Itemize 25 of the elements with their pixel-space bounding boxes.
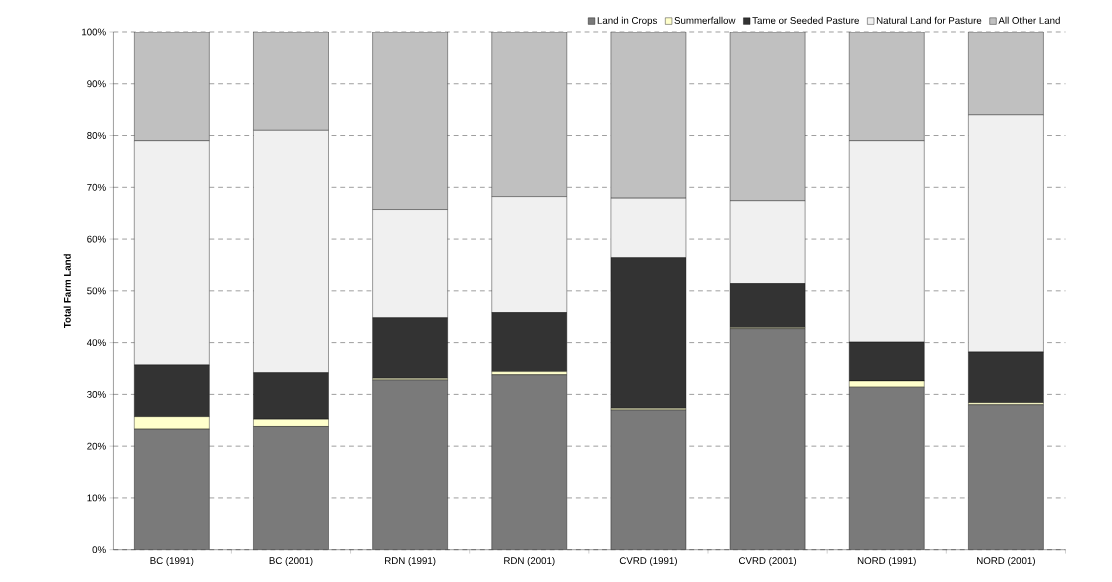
- x-tick-label: RDN (1991): [385, 557, 436, 567]
- y-tick-label: 50%: [87, 287, 106, 295]
- legend-label: All Other Land: [998, 17, 1060, 25]
- legend-label: Tame or Seeded Pasture: [752, 17, 859, 25]
- y-tick-label: 20%: [87, 442, 106, 450]
- y-tick-label: 60%: [87, 235, 106, 243]
- y-tick-label: 30%: [87, 391, 106, 398]
- x-tick-label: BC (1991): [150, 557, 194, 567]
- legend-label: Summerfallow: [674, 17, 736, 25]
- y-axis-title: Total Farm Land: [63, 254, 71, 329]
- y-tick-label: 100%: [82, 28, 106, 36]
- legend-label: Land in Crops: [597, 17, 657, 27]
- x-tick-label: CVRD (1991): [619, 557, 677, 567]
- x-tick-label: NORD (2001): [977, 557, 1035, 567]
- y-tick-label: 0%: [92, 546, 106, 554]
- y-tick-label: 10%: [87, 494, 106, 502]
- x-tick-label: RDN (2001): [504, 557, 555, 567]
- y-tick-label: 70%: [87, 184, 106, 191]
- y-tick-label: 80%: [87, 132, 106, 140]
- legend-label: Natural Land for Pasture: [876, 17, 982, 25]
- y-tick-label: 40%: [86, 339, 106, 347]
- x-tick-label: NORD (1991): [857, 557, 916, 567]
- y-tick-label: 90%: [87, 80, 106, 88]
- x-tick-label: CVRD (2001): [738, 557, 797, 567]
- x-tick-label: BC (2001): [269, 557, 313, 567]
